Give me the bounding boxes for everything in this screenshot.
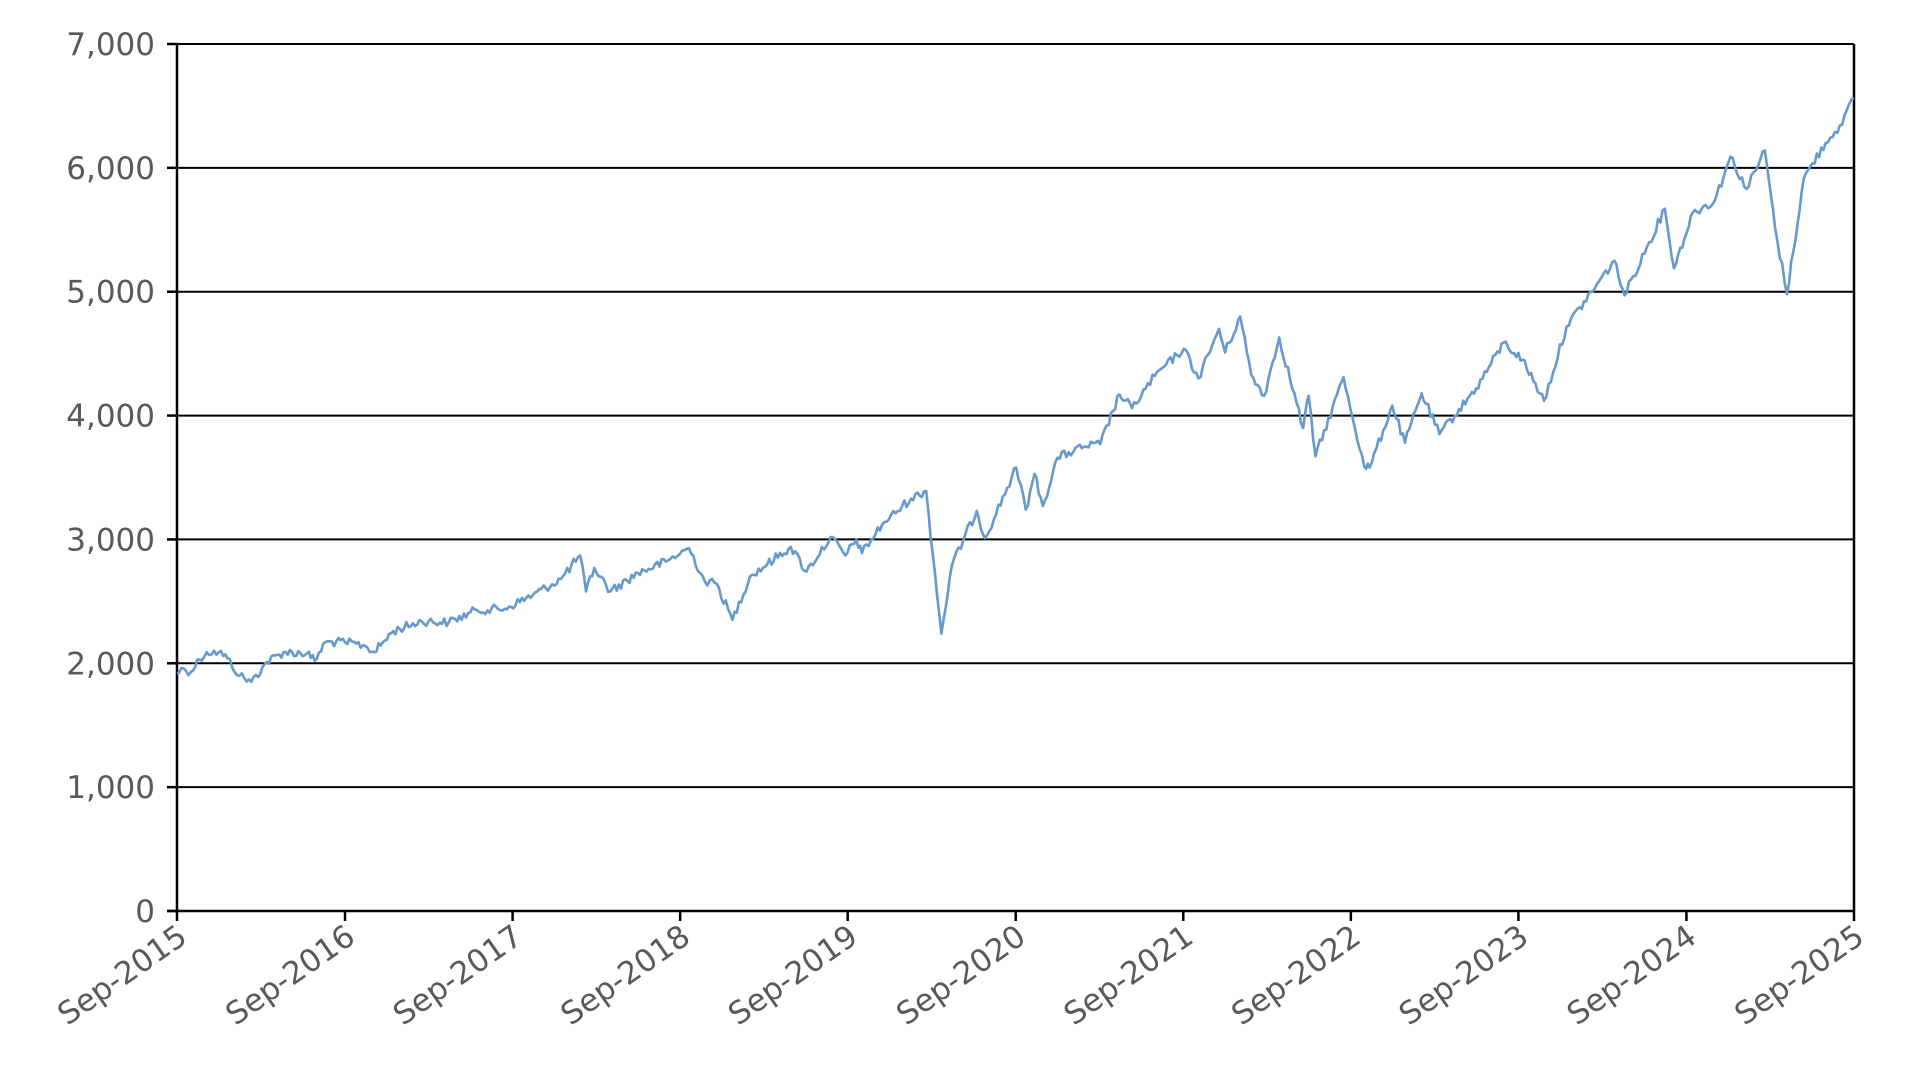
x-tick-label: Sep-2021: [1058, 918, 1200, 1033]
y-tick-label: 7,000: [66, 27, 155, 63]
y-tick: 4,000: [66, 399, 155, 435]
y-tick: 1,000: [66, 770, 155, 806]
series-line-0: [176, 97, 1855, 684]
y-tick: 2,000: [66, 646, 155, 682]
x-tick-label: Sep-2024: [1561, 918, 1703, 1033]
y-tick-label: 5,000: [66, 275, 155, 311]
x-tick-label: Sep-2022: [1225, 918, 1367, 1033]
x-tick-label: Sep-2023: [1393, 918, 1535, 1033]
gridlines: [177, 43, 1854, 789]
y-tick-label: 6,000: [66, 151, 155, 187]
x-tick: Sep-2019: [722, 918, 864, 1033]
x-tick: Sep-2015: [51, 918, 193, 1033]
x-tick: Sep-2021: [1058, 918, 1200, 1033]
y-tick-label: 4,000: [66, 399, 155, 435]
x-tick: Sep-2023: [1393, 918, 1535, 1033]
x-tick-label: Sep-2018: [554, 918, 696, 1033]
y-tick-labels: 0 1,000 2,000 3,000 4,000 5,000 6,000 7,000: [66, 27, 177, 930]
y-tick-label: 1,000: [66, 770, 155, 806]
x-tick: Sep-2022: [1225, 918, 1367, 1033]
y-tick-label: 2,000: [66, 646, 155, 682]
y-tick-label: 3,000: [66, 522, 155, 558]
x-tick-label: Sep-2019: [722, 918, 864, 1033]
y-tick: 0: [135, 894, 155, 930]
x-tick-label: Sep-2020: [890, 918, 1032, 1033]
y-tick: 6,000: [66, 151, 155, 187]
x-tick-labels: Sep-2015 Sep-2016 Sep-2017 Sep-2018 Sep-2019…: [51, 911, 1871, 1033]
x-tick: Sep-2025: [1728, 918, 1870, 1033]
x-tick: Sep-2017: [387, 918, 529, 1033]
series: [176, 97, 1855, 684]
x-tick-label: Sep-2017: [387, 918, 529, 1033]
x-tick: Sep-2024: [1561, 918, 1703, 1033]
y-tick: 3,000: [66, 522, 155, 558]
x-tick: Sep-2020: [890, 918, 1032, 1033]
y-tick: 7,000: [66, 27, 155, 63]
x-tick: Sep-2016: [219, 918, 361, 1033]
x-tick-label: Sep-2025: [1728, 918, 1870, 1033]
y-tick: 5,000: [66, 275, 155, 311]
x-tick-label: Sep-2016: [219, 918, 361, 1033]
y-tick-label: 0: [135, 894, 155, 930]
axes: [167, 44, 1856, 913]
x-tick-label: Sep-2015: [51, 918, 193, 1033]
x-tick: Sep-2018: [554, 918, 696, 1033]
